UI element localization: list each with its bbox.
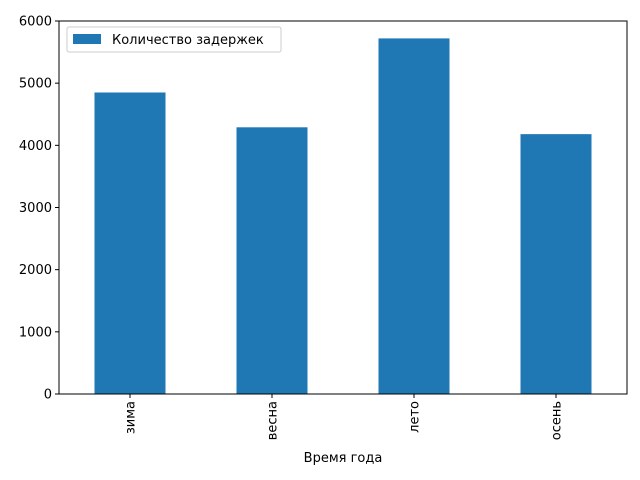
- y-tick-label-0: 0: [44, 388, 52, 403]
- y-tick-label-5: 5000: [19, 77, 52, 92]
- y-ticks-group: 0 1000 2000 3000 4000 5000 6000: [19, 15, 59, 403]
- legend-label: Количество задержек: [112, 33, 264, 48]
- x-axis-label: Время года: [304, 451, 383, 466]
- bar-3: [520, 134, 592, 395]
- x-tick-label-0: зима: [124, 401, 139, 434]
- legend-swatch: [73, 34, 101, 44]
- y-tick-label-6: 6000: [19, 15, 52, 30]
- bars-group: [94, 38, 592, 395]
- x-ticks-group: зима весна лето осень: [124, 394, 565, 440]
- y-tick-label-1: 1000: [19, 325, 52, 340]
- y-tick-label-3: 3000: [19, 201, 52, 216]
- y-tick-label-4: 4000: [19, 139, 52, 154]
- x-tick-label-3: осень: [550, 401, 565, 440]
- bar-1: [236, 127, 308, 395]
- x-tick-label-2: лето: [408, 401, 423, 433]
- plot-frame: [58, 20, 628, 395]
- y-tick-label-2: 2000: [19, 263, 52, 278]
- x-tick-label-1: весна: [266, 401, 281, 440]
- legend-box: [66, 26, 282, 53]
- bar-0: [94, 92, 166, 394]
- bar-2: [378, 38, 450, 394]
- legend: Количество задержек: [66, 26, 282, 53]
